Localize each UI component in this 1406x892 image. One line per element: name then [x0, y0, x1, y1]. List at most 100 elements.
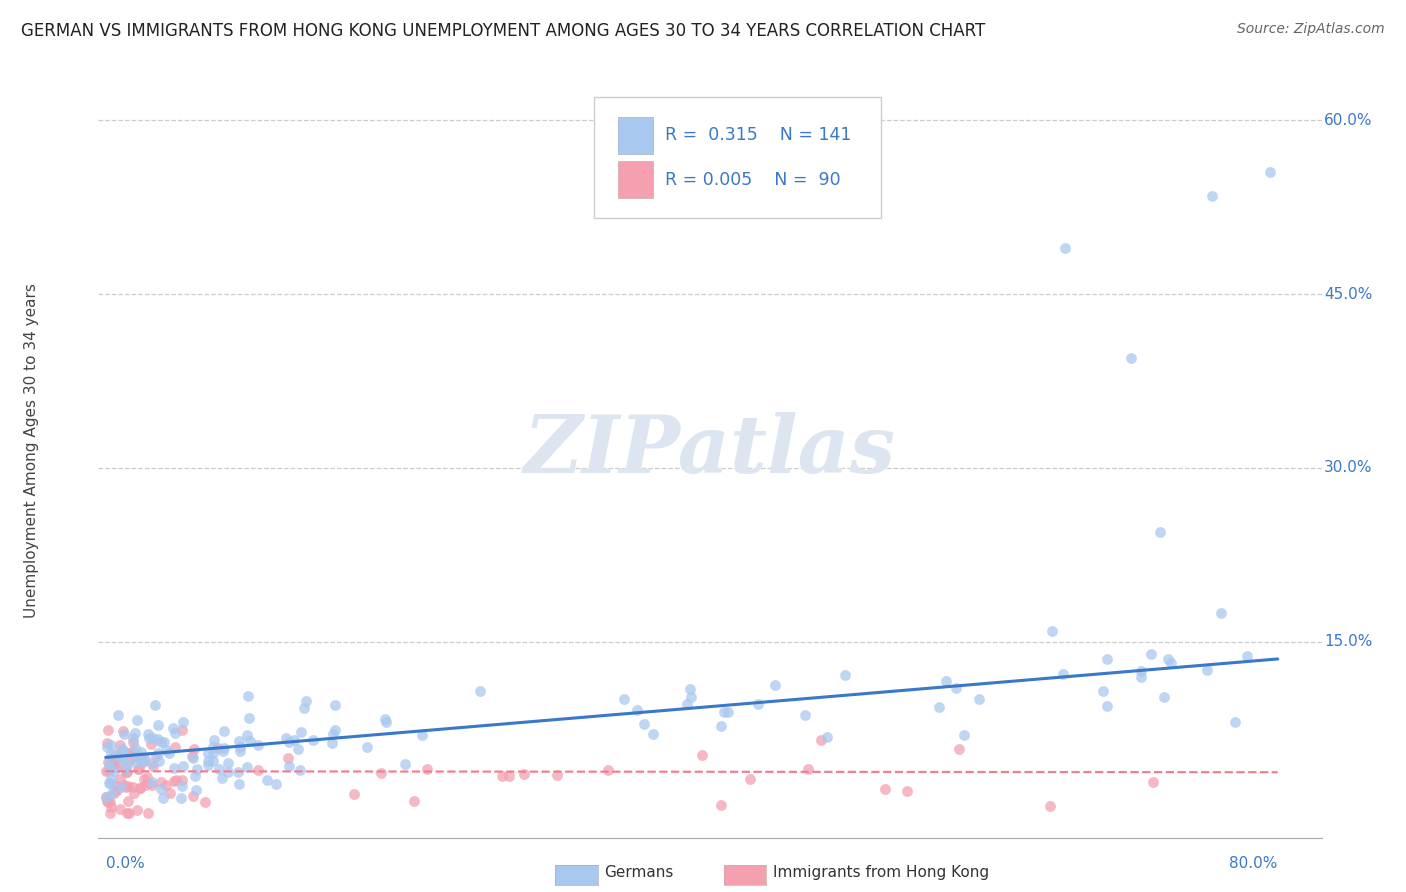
Point [967, 692, 990, 706]
Point [948, 742, 970, 756]
FancyBboxPatch shape [619, 117, 652, 154]
Point [598, 763, 620, 777]
Point [139, 737, 162, 751]
Point [148, 746, 170, 760]
Point [1091, 684, 1114, 698]
Point [146, 718, 169, 732]
Point [153, 735, 176, 749]
Text: 15.0%: 15.0% [1324, 634, 1372, 649]
Point [149, 775, 172, 789]
Point [626, 703, 648, 717]
Point [100, 738, 122, 752]
Point [155, 778, 177, 792]
Point [675, 697, 697, 711]
Point [112, 743, 135, 757]
Point [149, 782, 172, 797]
Point [122, 786, 145, 800]
Point [404, 794, 426, 808]
Point [112, 727, 135, 741]
Point [122, 731, 145, 746]
Point [134, 778, 156, 792]
Text: Immigrants from Hong Kong: Immigrants from Hong Kong [773, 865, 990, 880]
Point [115, 762, 138, 776]
Point [1156, 652, 1178, 666]
Point [1052, 667, 1074, 681]
Point [283, 733, 305, 747]
Point [108, 802, 131, 816]
Point [107, 756, 129, 771]
Point [935, 673, 957, 688]
Point [197, 757, 219, 772]
Point [264, 777, 287, 791]
Point [197, 746, 219, 760]
Point [1121, 351, 1143, 365]
Point [111, 724, 134, 739]
Point [148, 731, 170, 746]
Point [239, 734, 262, 748]
Point [132, 772, 155, 787]
Point [292, 701, 315, 715]
Point [98, 776, 121, 790]
Point [277, 751, 299, 765]
Point [287, 742, 309, 756]
Point [211, 771, 233, 785]
Point [212, 724, 235, 739]
Point [98, 756, 121, 771]
Point [170, 723, 193, 738]
Point [142, 759, 165, 773]
Point [101, 786, 124, 800]
Point [97, 796, 120, 810]
Point [94, 764, 117, 779]
Point [108, 739, 131, 753]
Point [212, 741, 235, 756]
Point [141, 756, 163, 770]
Point [228, 777, 250, 791]
Point [100, 747, 122, 761]
Text: Unemployment Among Ages 30 to 34 years: Unemployment Among Ages 30 to 34 years [24, 283, 38, 618]
Point [740, 772, 762, 787]
Point [375, 714, 398, 729]
Text: Germans: Germans [605, 865, 673, 880]
Point [117, 779, 139, 793]
Point [184, 783, 207, 797]
Point [115, 764, 138, 779]
Point [411, 728, 433, 742]
Point [679, 681, 702, 696]
Point [97, 755, 120, 769]
Point [143, 698, 166, 712]
Point [96, 794, 118, 808]
Point [162, 721, 184, 735]
Point [136, 727, 159, 741]
Point [103, 786, 125, 800]
Point [98, 776, 121, 790]
Point [105, 779, 128, 793]
Point [747, 698, 769, 712]
Point [1223, 714, 1246, 729]
Point [108, 747, 131, 761]
Point [141, 774, 163, 789]
Point [142, 731, 165, 746]
Point [713, 706, 735, 720]
Point [117, 756, 139, 771]
Point [108, 772, 131, 787]
Point [1260, 165, 1282, 179]
Point [1201, 188, 1223, 202]
Point [896, 784, 918, 798]
Point [1130, 670, 1153, 684]
Point [302, 733, 325, 747]
Point [96, 739, 118, 754]
Point [613, 692, 636, 706]
Text: 30.0%: 30.0% [1324, 460, 1372, 475]
Point [274, 731, 297, 746]
Text: 0.0%: 0.0% [105, 855, 145, 871]
Point [172, 779, 194, 793]
Point [288, 763, 311, 777]
Point [498, 769, 520, 783]
Point [370, 766, 392, 780]
Point [875, 781, 897, 796]
Point [96, 790, 118, 805]
Point [246, 738, 269, 752]
Point [98, 795, 121, 809]
Point [131, 755, 153, 769]
Text: 80.0%: 80.0% [1229, 855, 1278, 871]
